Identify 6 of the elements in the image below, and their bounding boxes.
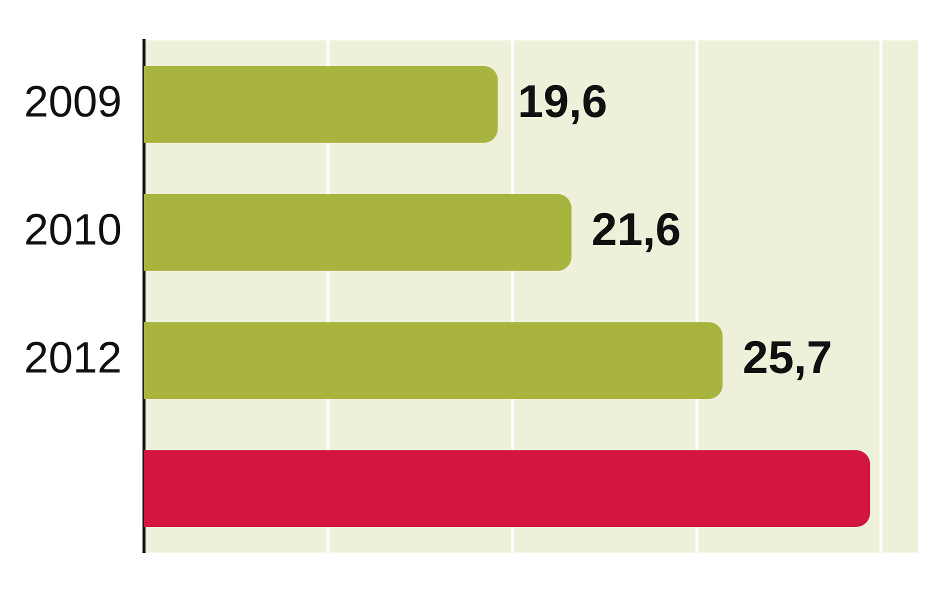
y-tick-label: 2010	[24, 206, 122, 255]
data-label: 21,6	[591, 203, 682, 256]
data-label: 25,7	[742, 331, 832, 384]
y-tick-label: 2009	[24, 78, 122, 127]
data-label: 19,6	[518, 75, 608, 128]
y-tick-label: 2012	[24, 334, 122, 383]
